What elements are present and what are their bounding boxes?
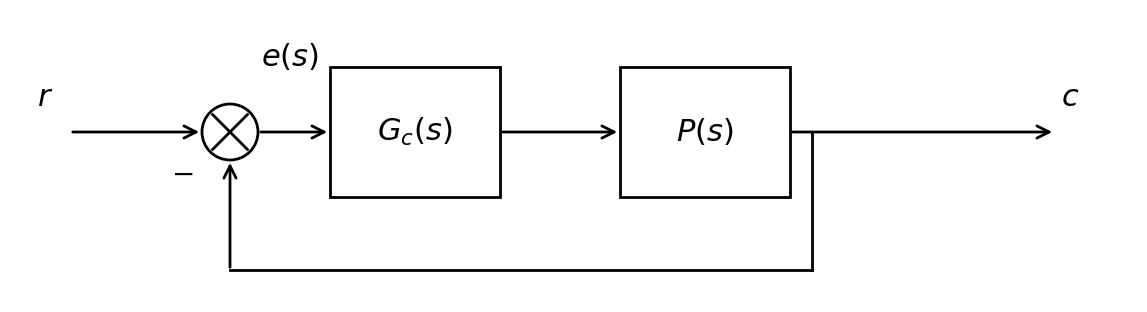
FancyBboxPatch shape <box>330 67 500 197</box>
FancyBboxPatch shape <box>621 67 790 197</box>
Text: $e(s)$: $e(s)$ <box>262 41 319 72</box>
Text: $c$: $c$ <box>1061 81 1079 113</box>
Text: $-$: $-$ <box>171 160 193 188</box>
Text: $G_c(s)$: $G_c(s)$ <box>377 116 453 148</box>
Text: $P(s)$: $P(s)$ <box>677 116 734 148</box>
Text: $r$: $r$ <box>37 81 53 113</box>
